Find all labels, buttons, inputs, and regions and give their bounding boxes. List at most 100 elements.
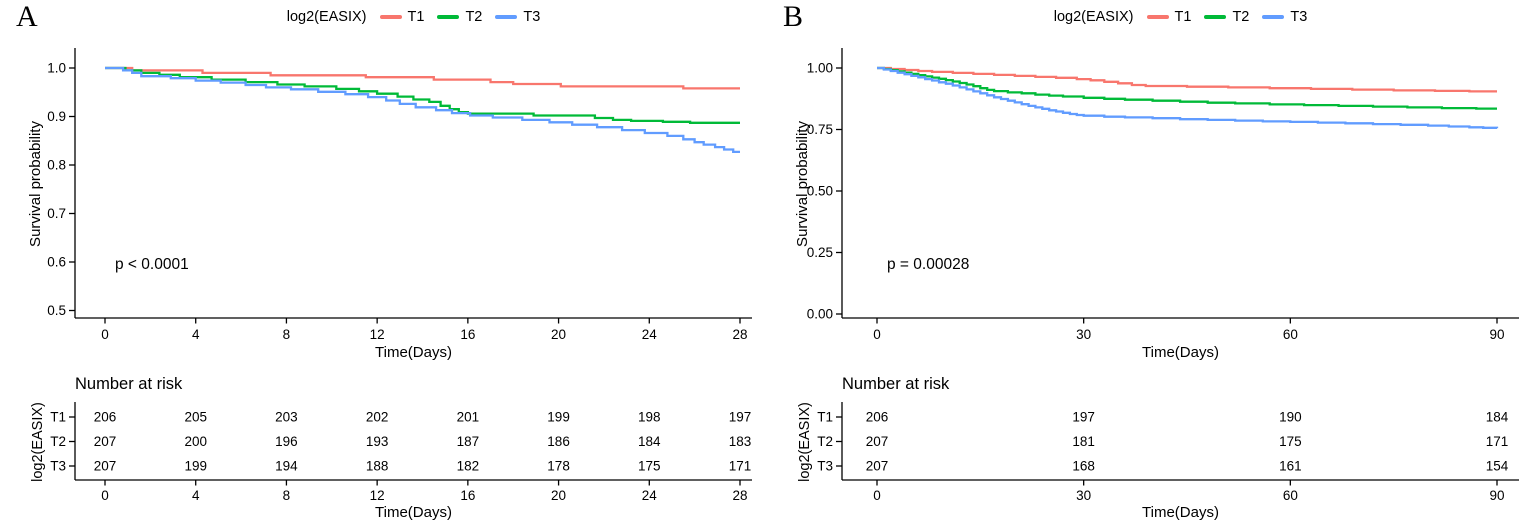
y-axis-tick-label: 0.8 [47, 158, 66, 173]
legend-dash-icon [379, 15, 402, 19]
legend-label: T2 [465, 9, 483, 25]
survival-curve-T3 [877, 66, 1499, 129]
legend-item-T3: T3 [495, 9, 540, 25]
risk-x-axis-tick-label: 8 [283, 488, 291, 503]
risk-axis-label: log2(EASIX) [797, 402, 813, 482]
risk-row-label: T1 [50, 410, 66, 425]
risk-count: 207 [866, 459, 889, 474]
x-axis-tick-label: 4 [192, 327, 200, 342]
risk-count: 175 [1279, 434, 1302, 449]
survival-curve-T1 [105, 66, 740, 90]
risk-count: 199 [547, 410, 570, 425]
risk-count: 193 [366, 434, 389, 449]
risk-row-label: T3 [817, 459, 833, 474]
risk-count: 196 [275, 434, 298, 449]
legend-title: log2(EASIX) [1053, 9, 1134, 25]
risk-count: 178 [547, 459, 570, 474]
legend-item-T2: T2 [1204, 9, 1249, 25]
legend-item-T1: T1 [1146, 9, 1192, 25]
risk-x-axis-tick-label: 28 [732, 488, 747, 503]
risk-count: 186 [547, 434, 570, 449]
risk-count: 187 [457, 434, 480, 449]
y-axis-tick-label: 0.25 [807, 245, 833, 260]
panel-b-letter: B [783, 0, 804, 33]
risk-count: 171 [1486, 434, 1509, 449]
y-axis-tick-label: 0.5 [47, 303, 66, 318]
x-axis-tick-label: 20 [551, 327, 566, 342]
risk-x-axis-tick-label: 4 [192, 488, 200, 503]
p-value-annotation: p = 0.00028 [887, 256, 969, 273]
y-axis-tick-label: 0.75 [807, 122, 833, 137]
legend-label: T3 [523, 9, 541, 25]
risk-count: 206 [866, 410, 889, 425]
risk-count: 184 [1486, 410, 1509, 425]
y-axis-tick-label: 0.7 [47, 206, 66, 221]
legend-dash-icon [1262, 15, 1285, 19]
risk-count: 181 [1072, 434, 1095, 449]
legend-dash-icon [1146, 15, 1169, 19]
y-axis-tick-label: 1.00 [807, 61, 833, 76]
survival-curve-T3 [105, 66, 740, 154]
risk-count: 201 [457, 410, 480, 425]
risk-count: 207 [94, 459, 117, 474]
risk-count: 199 [184, 459, 207, 474]
risk-x-axis-tick-label: 16 [460, 488, 475, 503]
survival-curve-T2 [877, 66, 1497, 110]
risk-count: 205 [184, 410, 207, 425]
risk-count: 194 [275, 459, 298, 474]
y-axis-tick-label: 0.00 [807, 307, 833, 322]
y-axis-tick-label: 0.6 [47, 255, 66, 270]
x-axis-tick-label: 0 [873, 327, 881, 342]
panel-b-chart: 1.00 0.75 0.50 0.25 0.00 0 30 60 90 Time(Days) Sur… [794, 48, 1519, 521]
legend-label: T2 [1232, 9, 1250, 25]
risk-x-axis-tick-label: 90 [1489, 488, 1504, 503]
risk-x-axis-tick-label: 30 [1076, 488, 1091, 503]
x-axis-tick-label: 90 [1489, 327, 1504, 342]
risk-axis-label: log2(EASIX) [30, 402, 46, 482]
risk-count: 190 [1279, 410, 1302, 425]
x-axis-tick-label: 60 [1283, 327, 1298, 342]
x-axis-tick-label: 24 [642, 327, 658, 342]
risk-x-axis-tick-label: 20 [551, 488, 566, 503]
risk-row-label: T2 [50, 434, 66, 449]
legend-label: T1 [1174, 9, 1192, 25]
risk-count: 175 [638, 459, 661, 474]
panel-a: A log2(EASIX) T1 T2 T3 1.0 0.9 0.8 0.7 0.6 0.5 0 4… [0, 0, 767, 524]
risk-x-axis-tick-label: 24 [642, 488, 658, 503]
risk-row-label: T1 [817, 410, 833, 425]
risk-x-axis-title: Time(Days) [1142, 504, 1219, 521]
risk-count: 203 [275, 410, 298, 425]
panel-a-letter: A [16, 0, 38, 33]
risk-count: 188 [366, 459, 389, 474]
risk-count: 182 [457, 459, 480, 474]
risk-count: 202 [366, 410, 389, 425]
risk-x-axis-title: Time(Days) [375, 504, 452, 521]
legend-dash-icon [437, 15, 460, 19]
y-axis-tick-label: 0.9 [47, 109, 66, 124]
y-axis-title: Survival probability [794, 121, 811, 247]
legend-item-T3: T3 [1262, 9, 1307, 25]
risk-count: 200 [184, 434, 207, 449]
panel-a-legend: log2(EASIX) T1 T2 T3 [75, 9, 752, 25]
risk-count: 197 [729, 410, 752, 425]
x-axis-tick-label: 8 [283, 327, 291, 342]
y-axis-tick-label: 1.0 [47, 61, 66, 76]
risk-row-label: T2 [817, 434, 833, 449]
risk-count: 184 [638, 434, 661, 449]
legend-item-T2: T2 [437, 9, 482, 25]
panel-a-chart: 1.00.90.80.70.60.50 4 8 12 16 20 24 28Time(Days… [27, 48, 752, 521]
y-axis-title: Survival probability [27, 121, 44, 247]
legend-title: log2(EASIX) [286, 9, 367, 25]
risk-count: 198 [638, 410, 661, 425]
p-value-annotation: p < 0.0001 [115, 256, 189, 273]
legend-label: T1 [407, 9, 425, 25]
risk-count: 207 [94, 434, 117, 449]
risk-count: 161 [1279, 459, 1302, 474]
legend-dash-icon [495, 15, 518, 19]
x-axis-tick-label: 0 [101, 327, 109, 342]
x-axis-tick-label: 12 [370, 327, 385, 342]
risk-x-axis-tick-label: 0 [873, 488, 881, 503]
legend-item-T1: T1 [379, 9, 425, 25]
x-axis-title: Time(Days) [375, 344, 452, 361]
